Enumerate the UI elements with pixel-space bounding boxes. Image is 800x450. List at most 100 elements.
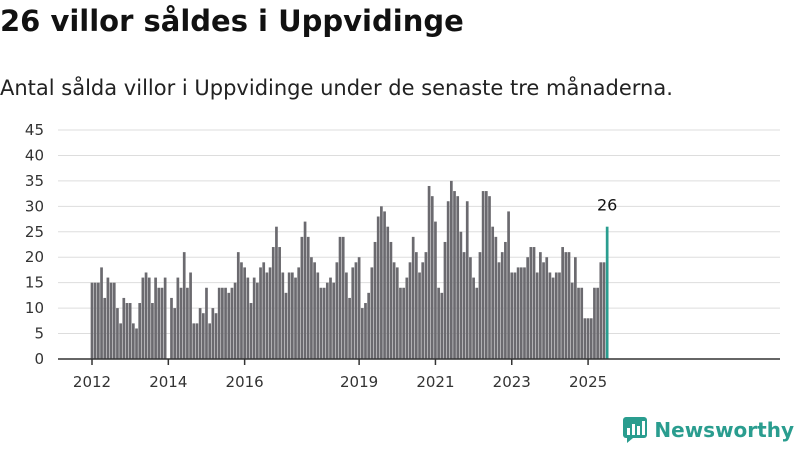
- bar: [478, 252, 482, 359]
- bar: [589, 318, 593, 359]
- bar: [465, 201, 469, 359]
- bar: [529, 247, 533, 359]
- bar: [580, 287, 584, 359]
- bar: [93, 282, 97, 359]
- bar: [262, 262, 266, 359]
- bar: [163, 277, 167, 359]
- bar: [418, 272, 421, 359]
- bar: [596, 287, 599, 359]
- bar: [583, 318, 587, 359]
- bar: [119, 323, 122, 359]
- bar: [535, 272, 539, 359]
- bar: [240, 262, 243, 359]
- bar: [284, 292, 288, 359]
- bar: [338, 236, 342, 359]
- chart-title: 26 villor såldes i Uppvidinge: [0, 4, 464, 38]
- bar: [214, 313, 218, 359]
- bar: [602, 262, 606, 359]
- bar: [532, 247, 536, 359]
- bar: [249, 303, 253, 359]
- bar: [122, 297, 126, 359]
- bar: [542, 262, 545, 359]
- bar: [469, 257, 472, 359]
- bar: [319, 287, 323, 359]
- bar: [201, 313, 205, 359]
- bar: [373, 241, 377, 359]
- bar: [112, 282, 116, 359]
- bar: [484, 191, 488, 359]
- bar: [290, 272, 294, 359]
- x-tick-label: 2016: [226, 373, 264, 391]
- bar: [386, 226, 390, 359]
- bar: [551, 277, 555, 359]
- bar: [456, 196, 460, 359]
- y-tick-label: 10: [25, 299, 44, 317]
- bar: [224, 287, 227, 359]
- x-tick-label: 2014: [149, 373, 187, 391]
- y-tick-label: 30: [25, 197, 44, 215]
- bar: [256, 282, 259, 359]
- bar: [443, 241, 447, 359]
- bar: [186, 287, 189, 359]
- bar: [577, 287, 580, 359]
- bar: [176, 277, 180, 359]
- bar: [275, 226, 278, 359]
- bar: [437, 287, 440, 359]
- bar: [268, 267, 272, 359]
- latest-value-label: 26: [597, 196, 617, 215]
- bar: [147, 277, 151, 359]
- bar: [230, 287, 234, 359]
- bar: [500, 252, 504, 359]
- bar: [446, 201, 450, 359]
- bar: [472, 277, 475, 359]
- bar: [322, 287, 326, 359]
- bar: [278, 247, 281, 359]
- bar: [221, 287, 224, 359]
- bar: [135, 328, 138, 359]
- bar: [519, 267, 523, 359]
- bar: [335, 262, 339, 359]
- bar: [408, 262, 412, 359]
- bar: [395, 267, 399, 359]
- y-tick-label: 15: [25, 274, 44, 292]
- bar: [453, 191, 456, 359]
- bar: [281, 272, 285, 359]
- bar: [151, 303, 154, 359]
- bar: [348, 297, 351, 359]
- bar: [481, 191, 485, 359]
- bar: [287, 272, 291, 359]
- bar: [554, 272, 558, 359]
- bar: [329, 277, 332, 359]
- bar: [376, 216, 380, 359]
- x-tick-label: 2023: [493, 373, 531, 391]
- bar: [421, 262, 425, 359]
- bar: [154, 277, 157, 359]
- x-axis: 2012 2014 2016 2019 2021 2023 2025: [58, 358, 780, 391]
- bars: [90, 180, 609, 359]
- chart-subtitle: Antal sålda villor i Uppvidinge under de…: [0, 76, 673, 100]
- y-tick-label: 45: [25, 121, 44, 139]
- bar: [217, 287, 221, 359]
- bar: [491, 226, 495, 359]
- bar: [271, 247, 275, 359]
- bar: [510, 272, 514, 359]
- bar: [494, 236, 498, 359]
- y-tick-label: 20: [25, 248, 44, 266]
- bar: [243, 267, 246, 359]
- x-tick-label: 2019: [340, 373, 378, 391]
- bar: [90, 282, 94, 359]
- bar: [586, 318, 590, 359]
- bar: [357, 257, 361, 359]
- bar: [205, 287, 208, 359]
- bar: [300, 236, 304, 359]
- bar: [297, 267, 301, 359]
- bar: [265, 272, 269, 359]
- bar: [208, 323, 212, 359]
- newsworthy-logo-text: Newsworthy: [654, 418, 794, 442]
- bar: [402, 287, 405, 359]
- x-tick-label: 2025: [569, 373, 607, 391]
- y-tick-label: 0: [34, 350, 44, 368]
- bar: [539, 252, 542, 359]
- bar: [325, 282, 329, 359]
